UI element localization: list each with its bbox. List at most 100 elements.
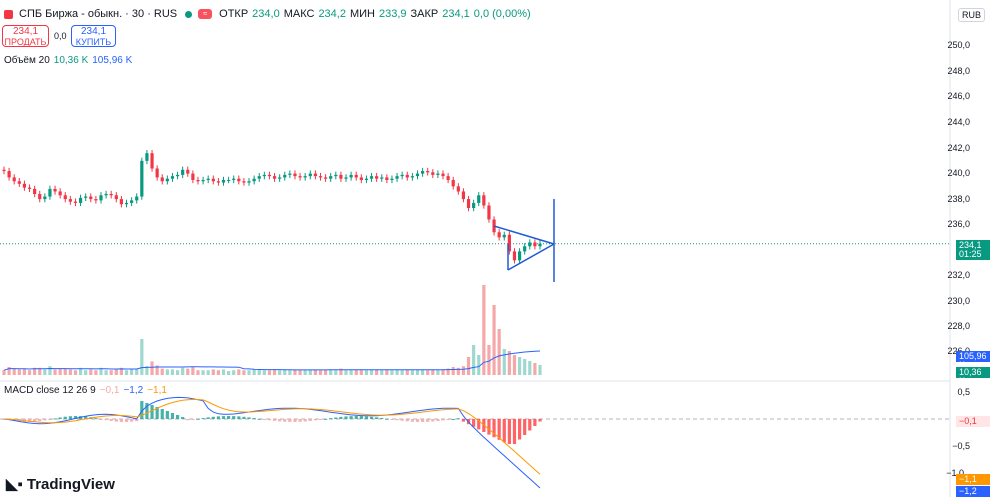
macd-hist-bar [303,419,307,422]
macd-hist-bar [160,409,164,419]
candle-body [252,178,256,182]
candle-body [395,176,399,179]
sell-button[interactable]: 234,1 ПРОДАТЬ [2,25,49,47]
candle-body [375,176,379,179]
macd-legend-signal: −1,1 [147,385,167,396]
volume-bar [344,370,348,375]
macd-hist-bar [375,417,379,419]
macd-hist-bar [364,416,369,419]
volume-bar [89,369,93,375]
volume-bar [53,369,57,375]
macd-hist-bar [298,419,302,422]
symbol-legend[interactable]: СПБ Биржа - обыкн. · 30 · RUS ≈ ОТКР 234,… [4,8,531,20]
macd-hist-bar [456,418,460,420]
volume-bar [400,370,404,375]
volume-bar [446,368,450,375]
close-value: 234,1 [442,8,470,20]
candle-body [497,232,501,238]
candle-body [53,188,57,192]
candle-body [94,199,98,201]
volume-bar [272,369,277,375]
macd-hist-bar [33,419,37,422]
candle-body [334,174,338,177]
volume-bar [329,369,333,375]
macd-hist-bar [313,419,317,421]
volume-bars [2,285,542,375]
macd-hist-bar [308,419,312,421]
volume-bar [165,369,169,375]
volume-bar [43,369,47,375]
buy-button[interactable]: 234,1 КУПИТЬ [71,25,116,47]
volume-bar [252,369,256,375]
volume-bar [170,369,175,375]
candle-body [124,202,129,205]
volume-bar [84,370,88,375]
macd-hist-bar [446,419,450,420]
volume-bar [466,357,471,375]
volume-bar [528,361,532,375]
volume-bar [135,368,139,375]
tradingview-logo[interactable]: ◣▪ TradingView [6,475,115,494]
volume-bar [262,370,266,375]
macd-hist-bar [43,419,47,421]
candle-body [308,173,312,177]
volume-bar [140,339,144,375]
candle-body [27,187,32,189]
flag-icon[interactable]: ≈ [198,9,213,19]
volume-bar [38,367,42,375]
macd-hist-bar [104,419,108,421]
macd-hist-bar [344,416,348,419]
candle-body [415,173,420,177]
volume-bar [12,368,16,375]
symbol-title[interactable]: СПБ Биржа - обыкн. · 30 · RUS [19,8,178,20]
volume-bar [27,370,32,375]
volume-bar [17,369,21,375]
volume-bar [334,370,338,375]
macd-hist-bar [232,416,236,419]
volume-bar [497,329,501,375]
volume-bar [63,368,67,375]
candle-body [451,179,455,187]
macd-hist-bar [369,416,374,419]
volume-bar [502,349,506,375]
macd-hist-bar [257,418,261,420]
candle-body [247,181,251,183]
low-value: 233,9 [378,8,407,20]
volume-bar [318,370,323,375]
candle-body [298,176,302,178]
macd-hist-bar [191,419,195,420]
price-axis-label: 236,0 [947,219,970,229]
volume-bar [68,369,72,375]
volume-bar [441,369,445,375]
candle-body [12,177,16,182]
macd-hist-bar [165,411,169,419]
macd-hist-bar [283,419,287,422]
candle-body [150,153,154,169]
macd-hist-bar [201,418,205,420]
macd-hist-bar [58,417,62,419]
macd-hist-bar [68,416,72,419]
high-value: 234,2 [318,8,346,20]
currency-button[interactable]: RUB [958,8,986,22]
sell-price: 234,1 [12,26,39,37]
candle-body [2,169,6,172]
macd-hist-bar [242,416,246,419]
candle-body [329,176,333,179]
candle-body [257,176,261,179]
candle-body [339,174,343,179]
macd-signal-tag: −1,1 [956,474,990,485]
volume-bar [293,369,297,375]
candle-body [227,179,231,181]
open-label: ОТКР [219,8,249,20]
volume-bar [298,370,302,375]
volume-bar [385,369,389,375]
candle-body [390,178,394,180]
candle-body [63,195,67,200]
volume-bar [482,285,486,375]
change-value: 0,0 (0,00%) [473,8,531,20]
candle-body [206,178,210,180]
volume-legend[interactable]: Объём 20 10,36 K 105,96 K [4,55,132,66]
volume-ma-line [3,350,541,371]
macd-legend[interactable]: MACD close 12 26 9 −0,1 −1,2 −1,1 [4,385,167,396]
